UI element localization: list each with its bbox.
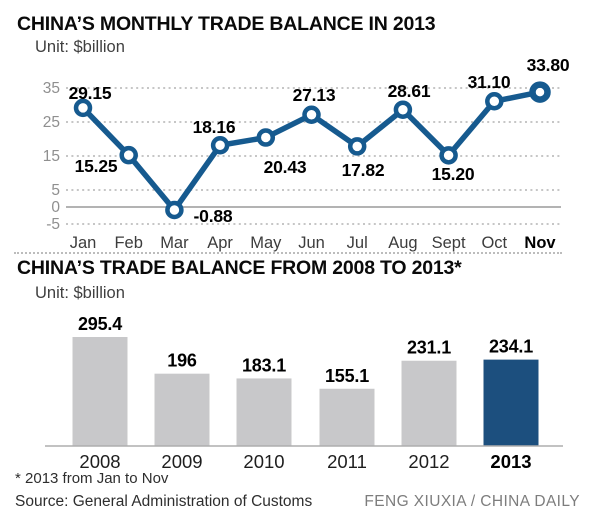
- year-label: 2009: [161, 451, 202, 472]
- year-bar: [154, 373, 210, 446]
- year-bar: [72, 336, 128, 446]
- yearly-chart-title: CHINA’S TRADE BALANCE FROM 2008 TO 2013*: [17, 257, 462, 279]
- year-label: 2008: [79, 451, 120, 472]
- y-axis-tick: 25: [43, 114, 60, 131]
- asterisk-footnote: * 2013 from Jan to Nov: [15, 470, 169, 487]
- data-point-marker: [73, 98, 93, 118]
- data-point-marker: [165, 200, 184, 220]
- year-label: 2010: [243, 451, 284, 472]
- month-label: Jul: [347, 234, 368, 252]
- year-label: 2012: [408, 451, 449, 472]
- bar-value-label: 183.1: [242, 355, 286, 375]
- month-label: Jan: [70, 234, 97, 252]
- year-label: 2011: [327, 451, 367, 472]
- point-value-label: -0.88: [194, 206, 233, 226]
- section-divider: [14, 252, 562, 254]
- source-line: Source: General Administration of Custom…: [15, 493, 313, 510]
- y-axis-tick: 15: [43, 148, 60, 165]
- point-value-label: 18.16: [193, 117, 236, 137]
- month-label: Feb: [114, 234, 142, 252]
- month-label: Mar: [160, 234, 189, 252]
- y-axis-tick: 0: [51, 199, 60, 216]
- bar-value-label: 234.1: [489, 337, 533, 357]
- bar-value-label: 155.1: [325, 366, 369, 386]
- year-label: 2013: [490, 451, 531, 472]
- month-label: Sept: [432, 234, 466, 252]
- data-point-marker: [393, 100, 413, 119]
- point-value-label: 29.15: [69, 83, 112, 103]
- y-axis-tick: 5: [51, 182, 60, 199]
- month-label: May: [250, 234, 282, 252]
- data-point-marker: [439, 146, 458, 165]
- point-value-label: 31.10: [468, 72, 511, 92]
- data-point-marker-current: [529, 81, 551, 103]
- bar-value-label: 231.1: [407, 338, 451, 358]
- data-point-marker: [347, 137, 367, 156]
- point-value-label: 17.82: [342, 160, 385, 180]
- y-axis-tick: 35: [43, 80, 60, 97]
- data-point-marker: [485, 92, 504, 111]
- point-value-label: 15.20: [432, 164, 475, 184]
- year-bar: [236, 378, 292, 446]
- month-label: Oct: [481, 234, 507, 252]
- bar-value-label: 196: [167, 351, 197, 371]
- month-label: Jun: [298, 234, 325, 252]
- month-label: Aug: [388, 234, 417, 252]
- point-value-label: 20.43: [264, 157, 307, 177]
- data-point-marker: [119, 145, 138, 165]
- data-point-marker: [302, 105, 321, 125]
- year-bar: [401, 360, 457, 446]
- bar-value-label: 295.4: [78, 314, 122, 334]
- year-bar-highlighted: [483, 359, 539, 446]
- year-bar: [319, 388, 375, 446]
- monthly-chart-title: CHINA’S MONTHLY TRADE BALANCE IN 2013: [17, 13, 436, 35]
- y-axis-tick: -5: [46, 216, 60, 233]
- monthly-chart-unit-label: Unit: $billion: [35, 38, 125, 56]
- point-value-label: 15.25: [75, 156, 118, 176]
- month-label: Nov: [524, 234, 556, 252]
- credit-line: FENG XIUXIA / CHINA DAILY: [364, 493, 580, 510]
- month-label: Apr: [207, 234, 233, 252]
- point-value-label: 33.80: [527, 55, 570, 75]
- data-point-marker: [256, 128, 276, 147]
- yearly-chart-unit-label: Unit: $billion: [35, 284, 125, 302]
- data-point-marker: [210, 136, 230, 155]
- point-value-label: 28.61: [388, 81, 431, 101]
- point-value-label: 27.13: [293, 85, 336, 105]
